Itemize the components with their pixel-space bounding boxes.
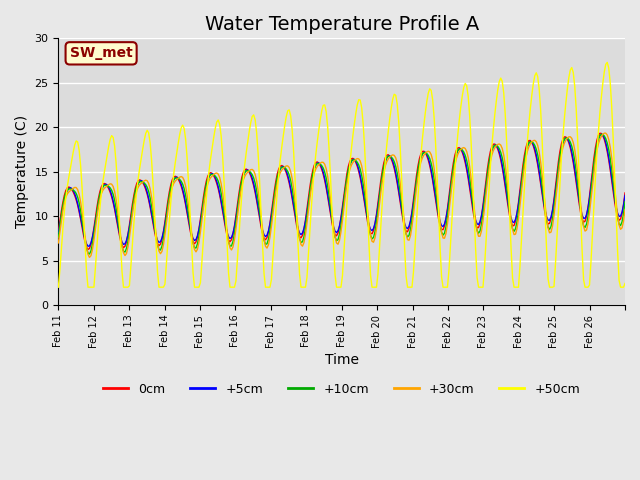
Legend: 0cm, +5cm, +10cm, +30cm, +50cm: 0cm, +5cm, +10cm, +30cm, +50cm <box>99 378 585 401</box>
Text: SW_met: SW_met <box>70 47 132 60</box>
X-axis label: Time: Time <box>324 353 358 367</box>
Y-axis label: Temperature (C): Temperature (C) <box>15 115 29 228</box>
Title: Water Temperature Profile A: Water Temperature Profile A <box>205 15 479 34</box>
